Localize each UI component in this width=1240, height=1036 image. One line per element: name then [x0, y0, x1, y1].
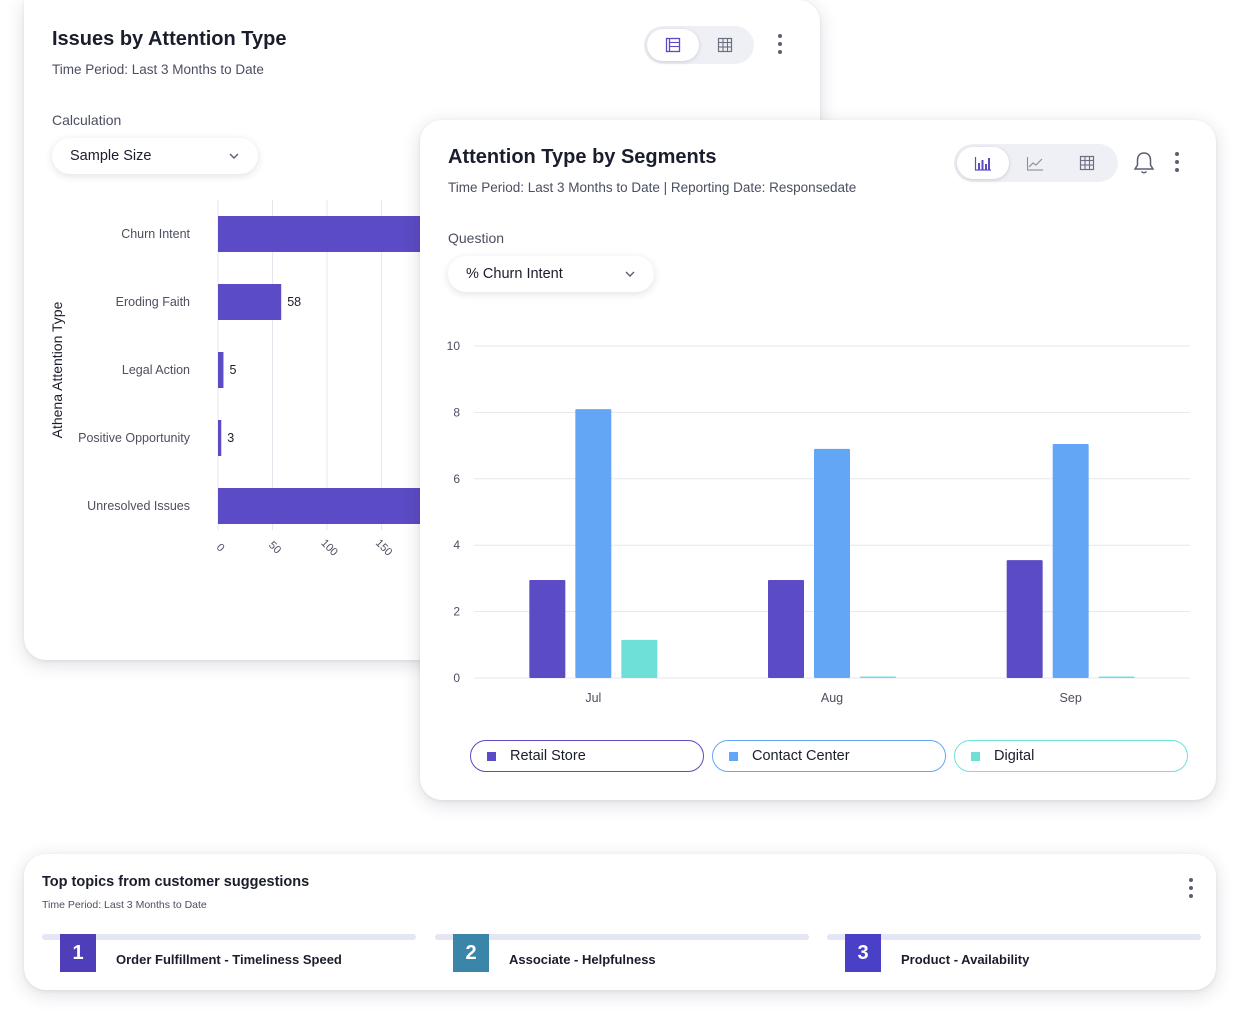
bar: [1098, 676, 1135, 678]
calculation-value: Sample Size: [70, 148, 152, 164]
legend-swatch: [729, 751, 738, 761]
legend-label: Retail Store: [510, 748, 586, 764]
data-label: 5: [229, 363, 236, 377]
table-view-icon: [1079, 155, 1095, 171]
calculation-dropdown[interactable]: Sample Size: [52, 138, 258, 174]
x-tick-label: 100: [318, 537, 339, 558]
question-label: Question: [448, 230, 505, 246]
chart-type-toggle: [954, 144, 1118, 182]
bar: [1052, 443, 1089, 678]
line-chart-icon: [1026, 157, 1043, 171]
bar: [575, 409, 612, 678]
topic-label: Product - Availability: [901, 952, 1030, 967]
bar-chart-button[interactable]: [957, 147, 1009, 179]
x-tick-label: Jul: [585, 691, 601, 705]
y-tick-label: 0: [453, 671, 460, 685]
legend-label: Contact Center: [752, 748, 850, 764]
card-subtitle: Time Period: Last 3 Months to Date: [42, 899, 207, 911]
card-title: Top topics from customer suggestions: [42, 874, 310, 890]
bar: [218, 488, 436, 524]
bell-icon[interactable]: [1132, 150, 1156, 176]
category-label: Unresolved Issues: [87, 499, 190, 513]
x-tick-label: 0: [214, 541, 227, 554]
top-topics-card: [24, 854, 1216, 990]
line-chart-button[interactable]: [1009, 147, 1061, 179]
segments-bar-chart: 0 2 4 6 8 10 Jul Aug Sep: [447, 339, 1190, 705]
bar: [218, 216, 436, 252]
topic-rank: 2: [453, 934, 489, 972]
legend-swatch: [971, 751, 980, 761]
x-tick-label: Sep: [1060, 691, 1082, 705]
topic-item[interactable]: 1 Order Fulfillment - Timeliness Speed: [42, 934, 416, 974]
view-toggle: [644, 26, 754, 64]
list-view-button[interactable]: [647, 29, 699, 61]
data-label: 58: [287, 295, 301, 309]
y-tick-label: 10: [447, 339, 461, 353]
x-tick-label: 150: [373, 537, 394, 558]
bar: [529, 580, 566, 678]
category-label: Legal Action: [122, 363, 190, 377]
bar: [621, 639, 658, 678]
chevron-down-icon: [625, 271, 635, 277]
topic-rank: 3: [845, 934, 881, 972]
x-tick-label: 50: [266, 539, 283, 556]
attention-type-bar-chart: 0 50 100 150 Athena Attention Type Churn Inte…: [49, 200, 436, 559]
table-view-icon: [717, 37, 733, 53]
bar: [814, 448, 850, 678]
bar: [218, 352, 224, 388]
question-dropdown[interactable]: % Churn Intent: [448, 256, 654, 292]
y-tick-label: 2: [453, 605, 460, 619]
bar: [768, 580, 804, 678]
topic-rank: 1: [60, 934, 96, 972]
more-vert-icon[interactable]: [1187, 878, 1195, 898]
list-view-icon: [665, 37, 681, 53]
topic-label: Associate - Helpfulness: [509, 952, 656, 967]
legend-item[interactable]: Digital: [954, 740, 1188, 772]
topic-item[interactable]: 2 Associate - Helpfulness: [435, 934, 809, 974]
y-tick-label: 4: [453, 538, 460, 552]
legend-item[interactable]: Retail Store: [470, 740, 704, 772]
table-view-button[interactable]: [699, 29, 751, 61]
more-vert-icon[interactable]: [776, 34, 784, 54]
topic-item[interactable]: 3 Product - Availability: [827, 934, 1201, 974]
bar: [218, 284, 282, 320]
card-subtitle: Time Period: Last 3 Months to Date | Rep…: [448, 180, 857, 195]
category-label: Positive Opportunity: [78, 431, 191, 445]
calculation-label: Calculation: [52, 112, 122, 128]
category-label: Churn Intent: [121, 227, 190, 241]
x-tick-label: Aug: [821, 691, 843, 705]
card-title: Issues by Attention Type: [52, 28, 287, 50]
bar-chart-icon: [974, 157, 991, 171]
card-subtitle: Time Period: Last 3 Months to Date: [52, 62, 264, 77]
y-tick-label: 6: [453, 472, 460, 486]
y-tick-label: 8: [453, 405, 460, 419]
topic-label: Order Fulfillment - Timeliness Speed: [116, 952, 342, 967]
legend-item[interactable]: Contact Center: [712, 740, 946, 772]
y-axis-label: Athena Attention Type: [49, 301, 65, 438]
legend-label: Digital: [994, 748, 1035, 764]
category-label: Eroding Faith: [116, 295, 190, 309]
legend-swatch: [487, 751, 496, 761]
bar: [1006, 560, 1043, 678]
chevron-down-icon: [229, 153, 239, 159]
attention-segments-card: Attention Type by Segments Time Period: …: [420, 120, 1216, 800]
data-label: 3: [227, 431, 234, 445]
table-view-button[interactable]: [1061, 147, 1113, 179]
bar: [218, 420, 222, 456]
bar: [860, 676, 896, 678]
question-value: % Churn Intent: [466, 266, 563, 282]
more-vert-icon[interactable]: [1173, 152, 1181, 172]
card-title: Attention Type by Segments: [448, 146, 717, 168]
